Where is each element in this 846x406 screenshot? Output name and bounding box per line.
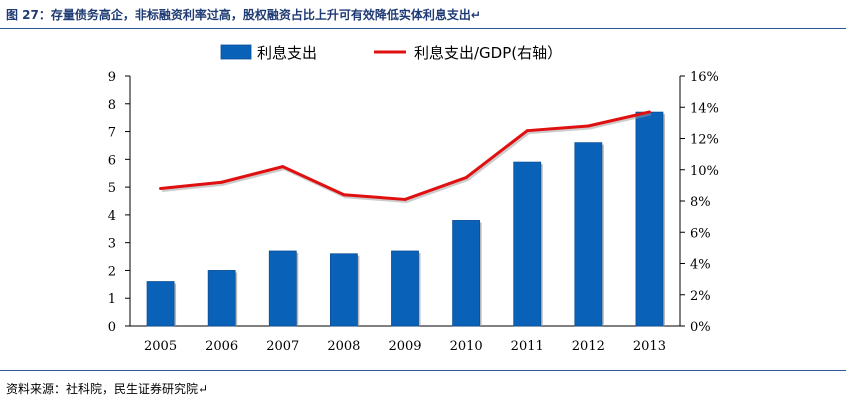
x-tick-label: 2012 bbox=[572, 339, 605, 354]
bar-2012 bbox=[574, 142, 603, 327]
right-tick-label: 12% bbox=[690, 133, 719, 148]
bar-2008 bbox=[329, 253, 358, 327]
x-tick-label: 2005 bbox=[144, 339, 177, 354]
left-tick-label: 4 bbox=[108, 209, 116, 224]
x-tick-label: 2013 bbox=[633, 339, 666, 354]
line-point-2013 bbox=[647, 110, 651, 114]
legend-line-label: 利息支出/GDP(右轴） bbox=[414, 44, 562, 62]
line-point-2012 bbox=[586, 124, 590, 128]
right-tick-label: 0% bbox=[690, 320, 711, 335]
legend: 利息支出 利息支出/GDP(右轴） bbox=[220, 44, 562, 62]
x-tick-label: 2006 bbox=[205, 339, 238, 354]
figure-title: 图 27：存量债务高企，非标融资利率过高，股权融资占比上升可有效降低实体利息支出… bbox=[6, 8, 481, 22]
bar-2007 bbox=[268, 250, 297, 327]
bar-2006 bbox=[207, 270, 236, 327]
x-tick-label: 2007 bbox=[266, 339, 299, 354]
x-tick-label: 2008 bbox=[327, 339, 360, 354]
right-tick-label: 14% bbox=[690, 101, 719, 116]
left-tick-label: 3 bbox=[108, 237, 116, 252]
right-tick-label: 6% bbox=[690, 226, 711, 241]
line-point-2010 bbox=[464, 176, 468, 180]
x-axis-labels: 2005 2006 2007 2008 2009 2010 2011 2012 2013 bbox=[144, 339, 666, 354]
line-point-2011 bbox=[525, 129, 529, 133]
line-shadow bbox=[161, 112, 652, 203]
bar-2013 bbox=[635, 111, 664, 327]
left-tick-label: 1 bbox=[108, 292, 116, 307]
right-tick-label: 10% bbox=[690, 164, 719, 179]
x-tick-label: 2010 bbox=[450, 339, 483, 354]
left-tick-label: 0 bbox=[108, 320, 116, 335]
right-tick-label: 4% bbox=[690, 258, 711, 273]
bar-series bbox=[146, 111, 665, 327]
right-tick-label: 8% bbox=[690, 195, 711, 210]
line-point-2005 bbox=[159, 187, 163, 190]
bar-2009 bbox=[391, 250, 419, 327]
right-tick-label: 2% bbox=[690, 289, 711, 304]
left-tick-label: 9 bbox=[108, 70, 116, 85]
bar-2010 bbox=[452, 220, 481, 327]
axes: 0 1 2 3 4 5 6 7 8 9 0% 2% 4% 6% 8% 10% 12% 14% 16% bbox=[108, 70, 719, 335]
left-tick-label: 5 bbox=[108, 181, 116, 196]
legend-bar-label: 利息支出 bbox=[257, 44, 317, 62]
right-tick-label: 16% bbox=[690, 70, 719, 85]
line-point-2009 bbox=[403, 197, 407, 201]
left-tick-label: 2 bbox=[108, 264, 116, 279]
title-divider bbox=[0, 28, 846, 29]
legend-bar-swatch bbox=[220, 44, 252, 60]
x-tick-label: 2011 bbox=[511, 339, 544, 354]
left-tick-label: 8 bbox=[108, 98, 116, 113]
left-tick-label: 7 bbox=[108, 126, 116, 141]
line-series bbox=[159, 110, 652, 203]
x-tick-label: 2009 bbox=[388, 339, 421, 354]
line-point-2007 bbox=[281, 165, 285, 169]
source-note: 资料来源：社科院，民生证券研究院↵ bbox=[6, 382, 209, 396]
interest-expense-chart: 利息支出 利息支出/GDP(右轴） 0 1 2 3 4 5 6 7 8 9 0% 2% 4% 6% 8% 10%… bbox=[108, 44, 719, 354]
line-point-2006 bbox=[220, 180, 224, 184]
bar-2005 bbox=[146, 281, 175, 327]
bar-2011 bbox=[513, 161, 542, 327]
footer-divider bbox=[0, 370, 846, 371]
line-point-2008 bbox=[342, 193, 346, 197]
left-tick-label: 6 bbox=[108, 153, 116, 168]
